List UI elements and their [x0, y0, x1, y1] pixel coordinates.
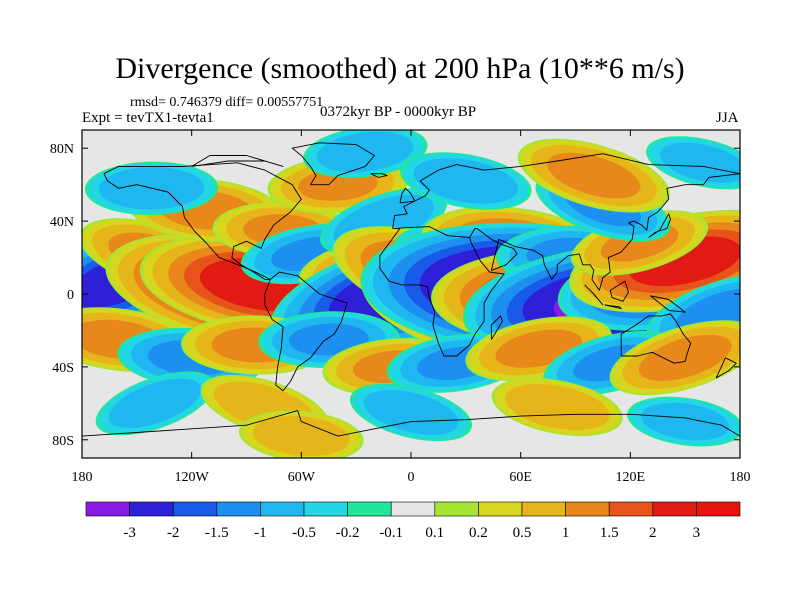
colorbar-box	[129, 501, 174, 517]
colorbar-label: -0.5	[292, 525, 316, 541]
y-axis: 80N 40N 0 40S 80S	[50, 142, 740, 449]
map-area	[81, 129, 741, 459]
colorbar-label: 0.2	[469, 525, 488, 541]
x-tick-label: 180	[72, 470, 93, 485]
experiment-label: Expt = tevTX1-tevta1	[82, 110, 214, 126]
coastline-6	[291, 142, 375, 186]
coastline-17	[370, 173, 388, 178]
anomaly-band	[289, 323, 369, 356]
coastline-1	[264, 271, 348, 392]
colorbar-box	[565, 501, 610, 517]
colorbar-box	[85, 501, 130, 517]
colorbar-label: 3	[693, 525, 701, 541]
colorbar-label: -1	[254, 525, 267, 541]
anomaly-band	[427, 164, 505, 198]
coastline-16	[191, 155, 284, 167]
anomaly-band	[118, 383, 192, 423]
divergence-field	[82, 130, 740, 458]
anomaly-band	[648, 405, 723, 438]
colorbar-box	[696, 501, 741, 517]
colorbar-label: -0.1	[379, 525, 403, 541]
coastline-12	[399, 187, 416, 204]
anomaly-44	[627, 396, 740, 447]
colorbar-label: 1	[562, 525, 570, 541]
anomaly-band	[645, 337, 726, 378]
x-tick-label: 120E	[616, 470, 646, 485]
chart-title: Divergence (smoothed) at 200 hPa (10**6 …	[115, 52, 685, 85]
colorbar-label: 0.1	[425, 525, 444, 541]
anomaly-band	[553, 156, 634, 196]
colorbar-label: 2	[649, 525, 657, 541]
colorbar-box	[347, 501, 392, 517]
y-tick-label: 80N	[50, 142, 74, 157]
colorbar-box	[172, 501, 218, 517]
coastline-14	[490, 315, 503, 340]
colorbar-box	[521, 501, 566, 517]
x-tick-label: 60E	[509, 470, 532, 485]
coastline-13	[715, 357, 737, 379]
x-axis: 180 120W 60W 0 60E 120E 180	[72, 130, 751, 485]
anomaly-band	[263, 420, 340, 452]
coastline-15	[82, 410, 740, 437]
anomaly-40	[95, 371, 215, 436]
coastline-3	[392, 153, 740, 229]
coastline-7	[584, 284, 604, 306]
colorbar-label: 1.5	[600, 525, 619, 541]
anomaly-42	[349, 383, 473, 442]
colorbar-label: 0.5	[513, 525, 532, 541]
colorbar-box	[216, 501, 261, 517]
colorbar-label: -0.2	[336, 525, 360, 541]
anomaly-29	[646, 136, 740, 190]
y-tick-label: 80S	[52, 434, 74, 449]
y-tick-label: 40N	[50, 215, 74, 230]
period-label: 0372kyr BP - 0000kyr BP	[320, 104, 477, 120]
anomaly-39	[609, 320, 740, 396]
colorbar-label: -2	[167, 525, 180, 541]
x-tick-label: 0	[408, 470, 415, 485]
coastline-5	[620, 313, 692, 364]
colorbar-box	[478, 501, 523, 517]
season-label: JJA	[716, 110, 739, 126]
y-tick-label: 0	[67, 288, 74, 303]
colorbar-box	[303, 501, 348, 517]
coastline-0	[103, 162, 302, 280]
colorbar-box	[260, 501, 305, 517]
x-tick-label: 60W	[288, 470, 316, 485]
anomaly-45	[238, 410, 364, 458]
x-tick-label: 180	[730, 470, 751, 485]
coastline-11	[648, 213, 671, 238]
colorbar-box	[390, 501, 436, 517]
colorbar-label: -3	[123, 525, 136, 541]
x-tick-label: 120W	[175, 470, 210, 485]
colorbar-box	[608, 501, 654, 517]
coastline-4	[469, 173, 740, 291]
colorbar-label: -1.5	[205, 525, 229, 541]
coastline-2	[379, 226, 505, 357]
coastlines	[82, 142, 740, 437]
coastline-8	[604, 304, 622, 310]
colorbar-box	[434, 501, 479, 517]
coastline-10	[650, 295, 686, 313]
stats-label: rmsd= 0.746379 diff= 0.00557751	[130, 95, 324, 110]
colorbar: -3 -2 -1.5 -1 -0.5 -0.2 -0.1 0.1 0.2 0.5 1 1.5 2 3	[85, 501, 741, 541]
coastline-9	[609, 280, 629, 302]
y-tick-label: 40S	[52, 361, 74, 376]
anomaly-43	[491, 377, 623, 437]
anomaly-band	[666, 145, 740, 180]
colorbar-box	[652, 501, 697, 517]
